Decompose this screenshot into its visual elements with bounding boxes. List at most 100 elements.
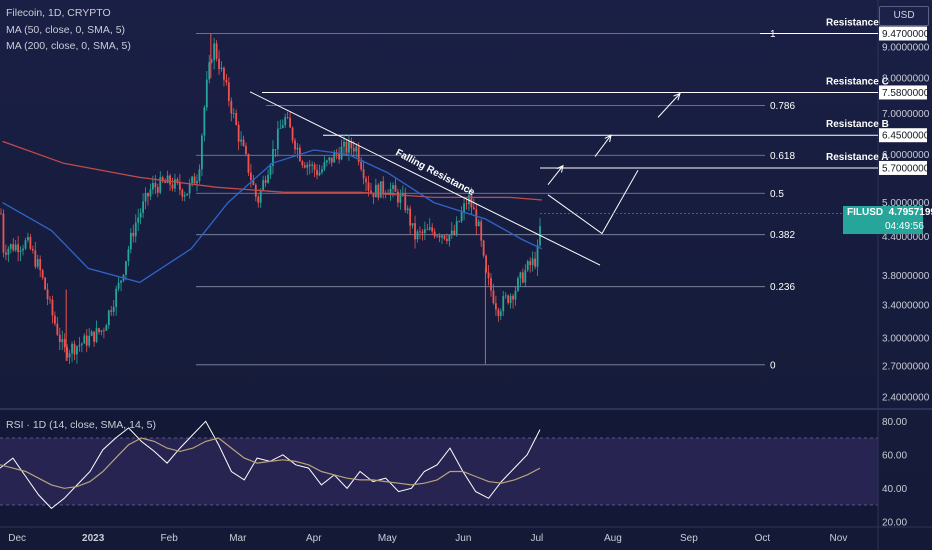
legend-ma200[interactable]: MA (200, close, 0, SMA, 5) [6,40,131,52]
candle-body [247,153,250,173]
candle-body [325,160,328,163]
candle-body [492,290,495,304]
candle-body [245,145,247,154]
projection-arrow[interactable] [594,134,612,157]
moving-averages [2,140,543,284]
candle-body [2,213,5,253]
candle-body [49,299,51,300]
candle-body [272,149,274,166]
candle-body [531,258,534,266]
candle-body [144,193,147,202]
candle-body [161,177,164,182]
candle-body [112,306,115,312]
candle-body [436,235,438,237]
time-tick-label: Jul [531,533,544,544]
candle-body [524,270,527,283]
candle-body [345,141,348,153]
candle-body [63,339,66,348]
time-tick-label: Apr [306,533,322,544]
candle-body [517,278,519,291]
candle-body [477,221,480,227]
resistance-price: 9.4700000 [882,29,930,40]
candle-body [507,295,510,303]
candle-body [24,240,27,249]
candle-body [421,231,424,234]
resistance-price: 7.5800000 [882,88,930,99]
currency-button[interactable]: USD [879,6,929,26]
candle-body [159,177,162,193]
candle-body [117,282,120,289]
candle-body [85,335,88,346]
candle-body [174,179,176,189]
candle-body [534,258,536,267]
candle-body [472,207,475,210]
candle-body [365,178,367,183]
candle-body [205,79,208,108]
fib-label: 0 [770,360,776,371]
candle-body [401,193,404,195]
resistance-label: Resistance D [826,18,889,29]
candle-body [443,235,446,239]
candle-body [51,299,54,316]
candle-body [5,252,7,255]
ma200-line[interactable] [2,140,542,201]
current-price-badge: FILUSD 4.7957199 04:49:56 [843,206,932,234]
legend-symbol[interactable]: Filecoin, 1D, CRYPTO [6,7,111,19]
falling-resistance-line[interactable] [249,91,601,266]
candle-body [482,240,485,256]
candle-body [348,141,350,153]
candle-body [389,189,392,195]
rsi-tick-label: 60.00 [882,450,907,461]
candle-body [382,181,385,193]
arrow-head-icon [556,164,564,173]
candle-body [352,148,355,152]
price-tick-label: 6.0000000 [882,150,930,161]
candle-body [453,230,456,235]
legend-rsi[interactable]: RSI · 1D (14, close, SMA, 14, 5) [6,419,156,431]
candle-body [426,229,429,231]
candle-body [490,278,492,291]
fib-label: 0.786 [770,101,795,112]
candle-body [455,221,458,235]
candle-body [76,346,78,355]
candle-body [475,209,478,227]
candle-body [242,139,245,146]
price-tick-label: 2.7000000 [882,361,930,372]
candle-body [127,249,130,262]
candle-body [392,185,394,190]
candle-body [499,311,502,316]
candle-body [134,222,137,237]
ma50-line[interactable] [2,149,543,284]
candle-body [107,310,110,326]
resistance-price: 6.4500000 [882,131,930,142]
candle-body [384,192,387,194]
fib-label: 1 [770,29,776,40]
candle-body [480,221,483,241]
price-axis: 9.0000000 8.0000000 7.0000000 6.0000000 5.00… [882,43,930,404]
candle-body [156,187,159,193]
legend-ma50[interactable]: MA (50, close, 0, SMA, 5) [6,24,126,36]
candle-body [29,236,32,249]
candle-body [416,231,419,240]
rsi-ma-line[interactable] [0,437,541,489]
candle-body [95,328,98,342]
candle-body [399,194,402,203]
candle-body [313,164,316,170]
projection-path[interactable] [547,170,639,235]
current-price-value: FILUSD 4.7957199 [847,206,932,220]
candle-body [14,244,17,251]
price-tick-label: 3.0000000 [882,333,930,344]
arrow-head-icon [673,92,681,101]
projection-arrow[interactable] [547,165,564,186]
time-tick-label: Nov [830,533,848,544]
candle-body [213,43,216,61]
candle-body [289,117,291,128]
candle-body [223,67,225,80]
projection-arrow[interactable] [657,93,681,118]
price-tick-label: 3.4000000 [882,300,930,311]
candle-body [323,162,326,170]
candle-body [227,82,230,101]
fib-label: 0.5 [770,189,784,200]
price-tick-label: 2.4000000 [882,393,930,404]
